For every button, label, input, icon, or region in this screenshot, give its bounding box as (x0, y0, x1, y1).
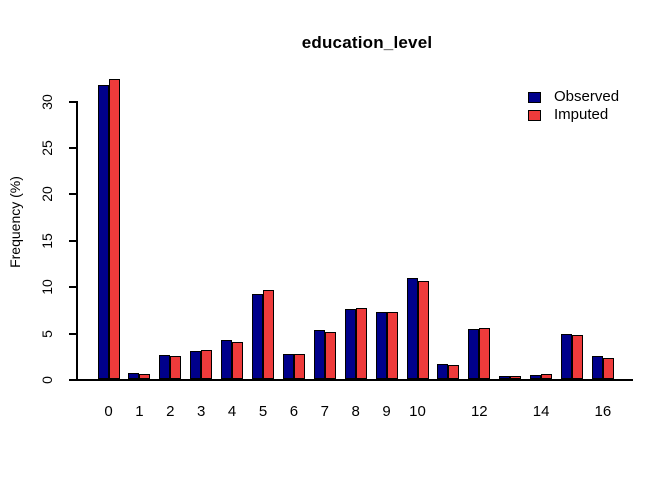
x-tick-label: 7 (320, 403, 329, 420)
legend-label-imputed: Imputed (554, 106, 609, 123)
bar-imputed-0 (108, 79, 120, 379)
bar-observed-0 (97, 85, 109, 379)
bar-observed-7 (313, 330, 325, 379)
legend: Observed Imputed (528, 88, 619, 124)
x-tick-label: 12 (470, 403, 488, 420)
y-tick (69, 286, 76, 289)
y-tick (69, 100, 76, 103)
bar-observed-1 (128, 373, 140, 379)
y-tick (69, 332, 76, 335)
bar-imputed-9 (386, 312, 398, 379)
x-tick-label: 4 (227, 403, 237, 420)
legend-label-observed: Observed (554, 88, 620, 105)
bar-imputed-11 (448, 365, 460, 379)
y-tick-label: 10 (39, 279, 55, 295)
bar-imputed-12 (479, 328, 491, 379)
x-tick-label: 0 (104, 403, 113, 420)
y-tick-label: 20 (39, 186, 55, 203)
bar-observed-8 (344, 309, 356, 379)
bar-imputed-10 (417, 281, 429, 379)
y-axis-label: Frequency (%) (7, 176, 23, 268)
bar-observed-4 (221, 340, 233, 379)
x-tick-label: 6 (289, 403, 299, 420)
y-tick-label: 0 (39, 376, 55, 384)
bar-observed-16 (591, 356, 603, 379)
legend-item-imputed: Imputed (528, 106, 619, 124)
bar-imputed-6 (293, 354, 305, 379)
bar-observed-10 (406, 278, 418, 379)
bar-imputed-5 (263, 290, 274, 379)
bar-imputed-2 (170, 356, 182, 379)
bar-observed-3 (190, 351, 202, 379)
bar-imputed-14 (541, 374, 553, 379)
bar-imputed-16 (602, 358, 614, 379)
y-tick (69, 239, 76, 242)
y-tick-label: 30 (39, 93, 55, 110)
bar-imputed-8 (355, 308, 367, 379)
x-tick-label: 9 (382, 403, 391, 420)
bar-observed-5 (252, 294, 263, 379)
x-tick-label: 3 (197, 403, 206, 420)
y-tick-label: 25 (39, 140, 55, 156)
imputed-swatch-icon (528, 109, 541, 121)
bar-imputed-15 (572, 335, 583, 379)
bar-observed-12 (468, 329, 480, 379)
x-axis-line (76, 379, 633, 381)
y-axis-line (76, 100, 78, 381)
y-tick-label: 15 (39, 233, 55, 249)
observed-swatch-icon (528, 91, 541, 103)
bar-imputed-3 (201, 350, 213, 379)
bar-imputed-13 (510, 376, 522, 379)
bar-observed-9 (375, 312, 387, 379)
bar-observed-13 (499, 376, 511, 379)
bar-imputed-7 (324, 332, 336, 379)
bar-observed-6 (282, 354, 294, 379)
chart-title: education_level (301, 33, 433, 52)
x-tick-label: 1 (135, 403, 144, 420)
y-tick (69, 147, 76, 149)
x-tick-label: 2 (166, 403, 175, 420)
bar-observed-14 (530, 375, 542, 379)
bar-imputed-4 (232, 342, 244, 379)
y-tick (69, 193, 76, 196)
y-tick (69, 379, 76, 381)
legend-item-observed: Observed (528, 88, 619, 106)
x-tick-label: 16 (594, 403, 612, 420)
bar-observed-15 (561, 334, 572, 379)
x-tick-label: 5 (258, 403, 268, 420)
bar-observed-2 (159, 355, 171, 379)
x-tick-label: 14 (532, 403, 550, 420)
y-tick-label: 5 (39, 329, 55, 338)
x-tick-label: 8 (351, 403, 360, 420)
bar-imputed-1 (139, 374, 151, 379)
x-tick-label: 10 (409, 403, 426, 420)
bar-observed-11 (437, 364, 449, 379)
